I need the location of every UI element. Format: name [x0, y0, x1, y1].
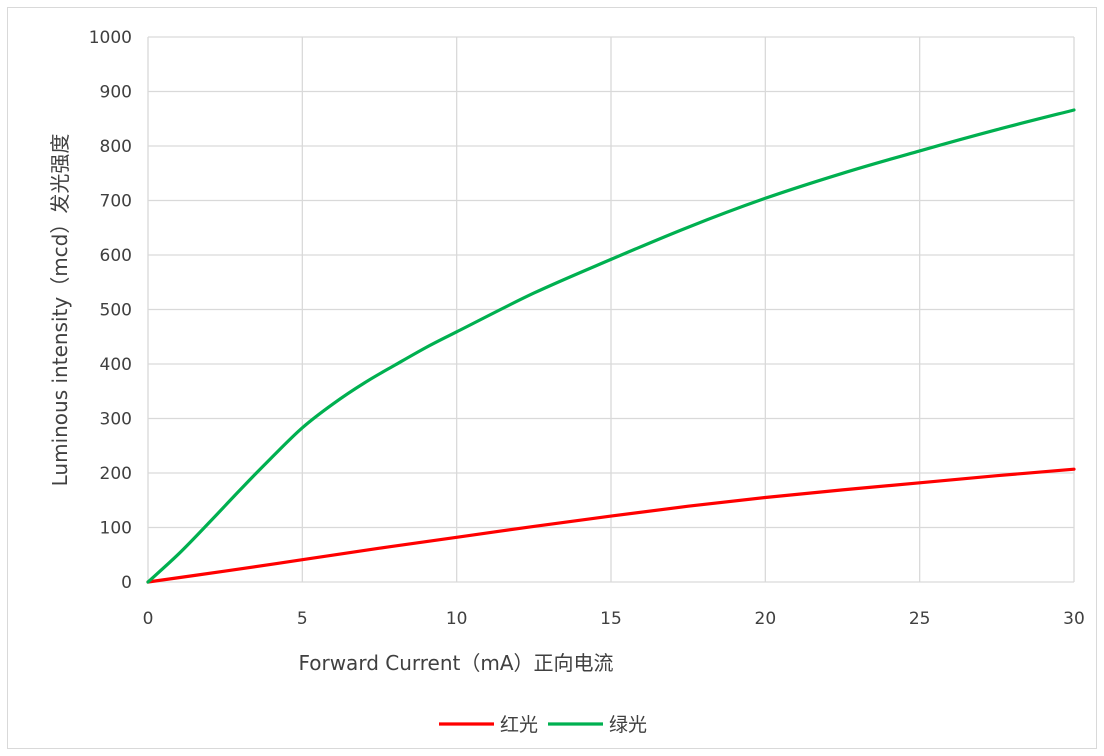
axis-layer: 0 100 200 300 400 500 600 700 800 900 1000 0 5 10 15 20…: [89, 28, 1085, 629]
legend-label-2: 绿光: [609, 714, 647, 736]
y-axis-title: Luminous intensity（mcd）发光强度: [48, 134, 72, 487]
x-axis-title: Forward Current（mA）正向电流: [298, 651, 613, 675]
x-tick-label: 0: [143, 609, 154, 629]
y-tick-label: 800: [100, 137, 132, 157]
x-tick-label: 20: [755, 609, 777, 629]
legend-label-1: 红光: [500, 714, 538, 736]
y-tick-label: 300: [100, 410, 132, 430]
series-line-2: [146, 108, 1076, 584]
y-tick-label: 100: [100, 519, 132, 539]
series-line-1: [146, 467, 1076, 584]
y-tick-label: 0: [121, 573, 132, 593]
x-tick-label: 30: [1063, 609, 1085, 629]
y-tick-label: 500: [100, 301, 132, 321]
y-tick-label: 900: [100, 83, 132, 103]
x-tick-label: 15: [600, 609, 622, 629]
x-tick-label: 10: [446, 609, 468, 629]
y-tick-label: 1000: [89, 28, 132, 48]
x-tick-label: 25: [909, 609, 931, 629]
y-tick-label: 600: [100, 246, 132, 266]
legend: 红光 绿光: [439, 714, 647, 736]
chart-frame: [7, 7, 1097, 749]
grid-layer: [147, 36, 1075, 583]
y-tick-label: 400: [100, 355, 132, 375]
y-tick-label: 200: [100, 464, 132, 484]
y-tick-label: 700: [100, 192, 132, 212]
x-tick-label: 5: [297, 609, 308, 629]
series-layer: [146, 108, 1076, 584]
